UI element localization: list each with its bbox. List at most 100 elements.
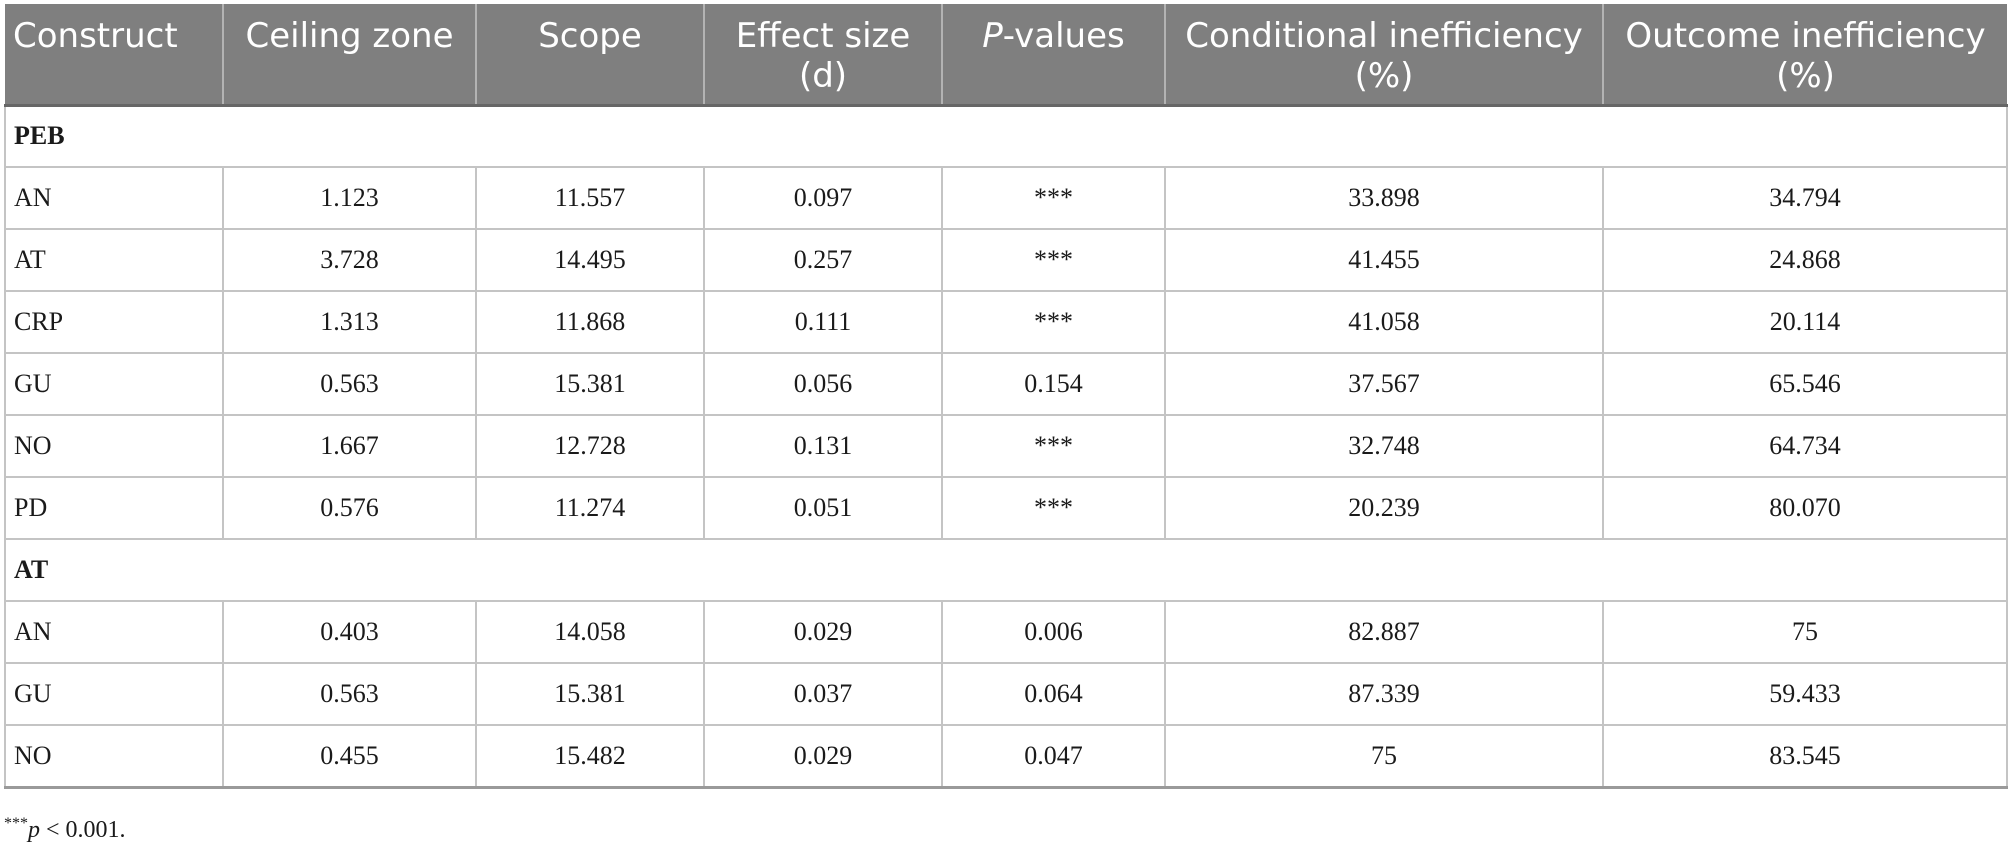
- header-label: Conditional inefficiency: [1185, 16, 1583, 56]
- table-footnote: ***p < 0.001.: [4, 815, 126, 844]
- section-label: PEB: [4, 104, 2008, 168]
- section-row: PEB: [4, 104, 2008, 168]
- header-italic-part: P: [982, 16, 1003, 56]
- value-cell: 37.567: [1164, 352, 1604, 416]
- construct-cell: GU: [4, 352, 224, 416]
- value-cell: 15.381: [475, 352, 705, 416]
- value-cell: 14.058: [475, 600, 705, 664]
- results-table: Construct Ceiling zone Scope Effect size (d)…: [4, 4, 2008, 789]
- value-cell: 75: [1164, 724, 1604, 789]
- table-header: Construct Ceiling zone Scope Effect size (d)…: [5, 4, 2007, 105]
- column-header: Outcome inefficiency (%): [1602, 4, 2007, 105]
- section-row: AT: [4, 538, 2008, 602]
- value-cell: 65.546: [1602, 352, 2008, 416]
- value-cell: ***: [941, 166, 1166, 230]
- table-row: NO 1.667 12.728 0.131 *** 32.748 64.734: [4, 414, 2008, 478]
- value-cell: 11.557: [475, 166, 705, 230]
- footnote-text: < 0.001.: [40, 817, 126, 843]
- construct-cell: AT: [4, 228, 224, 292]
- header-row: Construct Ceiling zone Scope Effect size (d)…: [5, 4, 2007, 105]
- value-cell: 41.455: [1164, 228, 1604, 292]
- value-cell: ***: [941, 290, 1166, 354]
- value-cell: 3.728: [222, 228, 477, 292]
- value-cell: 0.455: [222, 724, 477, 789]
- value-cell: 0.006: [941, 600, 1166, 664]
- table-row: NO 0.455 15.482 0.029 0.047 75 83.545: [4, 724, 2008, 789]
- value-cell: 41.058: [1164, 290, 1604, 354]
- value-cell: 12.728: [475, 414, 705, 478]
- table-row: AN 0.403 14.058 0.029 0.006 82.887 75: [4, 600, 2008, 664]
- value-cell: 87.339: [1164, 662, 1604, 726]
- footnote-variable: p: [28, 817, 40, 843]
- column-header: P-values: [941, 4, 1165, 105]
- value-cell: 15.381: [475, 662, 705, 726]
- column-header: Construct: [5, 4, 223, 105]
- header-label: Effect size: [735, 16, 911, 56]
- value-cell: 0.403: [222, 600, 477, 664]
- value-cell: 15.482: [475, 724, 705, 789]
- value-cell: 24.868: [1602, 228, 2008, 292]
- header-unit: (d): [798, 56, 848, 96]
- value-cell: 11.274: [475, 476, 705, 540]
- value-cell: 0.051: [703, 476, 943, 540]
- value-cell: 59.433: [1602, 662, 2008, 726]
- construct-cell: NO: [4, 414, 224, 478]
- value-cell: ***: [941, 414, 1166, 478]
- construct-cell: PD: [4, 476, 224, 540]
- table-row: AN 1.123 11.557 0.097 *** 33.898 34.794: [4, 166, 2008, 230]
- value-cell: 0.029: [703, 724, 943, 789]
- header-label: -values: [1002, 16, 1125, 56]
- results-table-container: Construct Ceiling zone Scope Effect size (d)…: [4, 4, 2008, 789]
- construct-cell: NO: [4, 724, 224, 789]
- value-cell: 33.898: [1164, 166, 1604, 230]
- construct-cell: GU: [4, 662, 224, 726]
- value-cell: ***: [941, 228, 1166, 292]
- header-label: Scope: [538, 16, 642, 56]
- header-unit: (%): [1776, 56, 1835, 96]
- value-cell: 0.097: [703, 166, 943, 230]
- value-cell: 82.887: [1164, 600, 1604, 664]
- value-cell: 1.313: [222, 290, 477, 354]
- value-cell: 0.154: [941, 352, 1166, 416]
- column-header: Effect size (d): [703, 4, 942, 105]
- header-label: Construct: [13, 16, 178, 56]
- header-label: Outcome inefficiency: [1625, 16, 1986, 56]
- value-cell: 1.667: [222, 414, 477, 478]
- table-body: PEB AN 1.123 11.557 0.097 *** 33.898 34.794 AT 3.…: [4, 104, 2008, 789]
- value-cell: 75: [1602, 600, 2008, 664]
- table-row: CRP 1.313 11.868 0.111 *** 41.058 20.114: [4, 290, 2008, 354]
- section-label: AT: [4, 538, 2008, 602]
- value-cell: 0.037: [703, 662, 943, 726]
- value-cell: 0.029: [703, 600, 943, 664]
- value-cell: 0.563: [222, 352, 477, 416]
- table-row: GU 0.563 15.381 0.056 0.154 37.567 65.546: [4, 352, 2008, 416]
- table-row: GU 0.563 15.381 0.037 0.064 87.339 59.433: [4, 662, 2008, 726]
- table-row: PD 0.576 11.274 0.051 *** 20.239 80.070: [4, 476, 2008, 540]
- value-cell: 83.545: [1602, 724, 2008, 789]
- construct-cell: AN: [4, 166, 224, 230]
- construct-cell: AN: [4, 600, 224, 664]
- value-cell: 34.794: [1602, 166, 2008, 230]
- value-cell: 0.257: [703, 228, 943, 292]
- header-unit: (%): [1354, 56, 1414, 96]
- value-cell: 11.868: [475, 290, 705, 354]
- column-header: Ceiling zone: [222, 4, 476, 105]
- construct-cell: CRP: [4, 290, 224, 354]
- value-cell: 0.131: [703, 414, 943, 478]
- value-cell: 0.563: [222, 662, 477, 726]
- value-cell: ***: [941, 476, 1166, 540]
- column-header: Conditional inefficiency (%): [1164, 4, 1603, 105]
- value-cell: 0.064: [941, 662, 1166, 726]
- value-cell: 14.495: [475, 228, 705, 292]
- value-cell: 80.070: [1602, 476, 2008, 540]
- table-row: AT 3.728 14.495 0.257 *** 41.455 24.868: [4, 228, 2008, 292]
- footnote-marker: ***: [4, 815, 28, 832]
- header-label: Ceiling zone: [245, 16, 454, 56]
- value-cell: 0.111: [703, 290, 943, 354]
- value-cell: 1.123: [222, 166, 477, 230]
- value-cell: 32.748: [1164, 414, 1604, 478]
- value-cell: 0.056: [703, 352, 943, 416]
- value-cell: 20.239: [1164, 476, 1604, 540]
- value-cell: 64.734: [1602, 414, 2008, 478]
- value-cell: 20.114: [1602, 290, 2008, 354]
